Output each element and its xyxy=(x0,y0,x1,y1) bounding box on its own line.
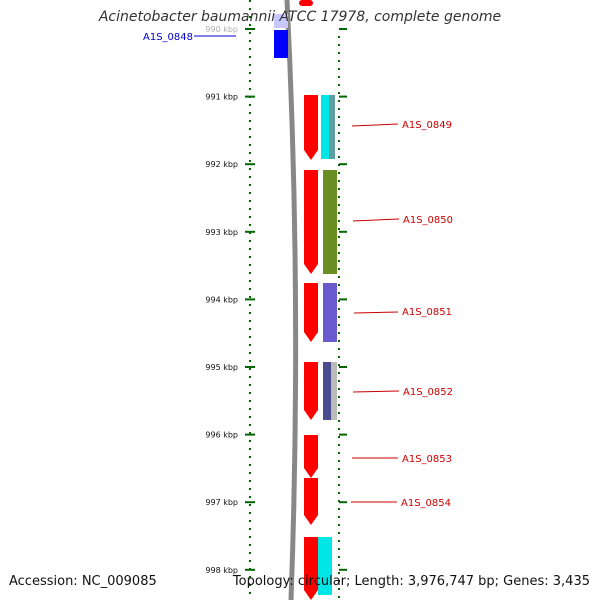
scale-tick-label: 992 kbp xyxy=(205,160,238,169)
scale-tick-label: 996 kbp xyxy=(205,431,238,440)
gene-label: A1S_0852 xyxy=(403,387,453,398)
cds-arrow-0848 xyxy=(274,30,288,58)
scale-tick-label: 990 kbp xyxy=(205,25,238,34)
cog-bar-0849b xyxy=(329,95,335,159)
cds-arrow-0851 xyxy=(304,283,318,342)
gene-label: A1S_0854 xyxy=(401,498,451,509)
genome-backbone xyxy=(284,0,299,601)
scale-tick-label: 998 kbp xyxy=(205,566,238,575)
cog-bar-0851 xyxy=(323,283,337,342)
cds-arrow-0850 xyxy=(304,170,318,274)
cds-arrow-0852 xyxy=(304,362,318,420)
scale-tick-label: 997 kbp xyxy=(205,498,238,507)
cog-bar-0852b xyxy=(331,362,337,420)
cog-bar-0852a xyxy=(323,362,331,420)
map-title: Acinetobacter baumannii ATCC 17978, comp… xyxy=(98,9,502,25)
scale-tick-label: 994 kbp xyxy=(205,295,238,304)
scale-tick-label: 993 kbp xyxy=(205,228,238,237)
cog-bar-0850 xyxy=(323,170,337,274)
accession-text: Accession: NC_009085 xyxy=(9,574,157,589)
gene-leader-line xyxy=(353,311,399,314)
gene-label: A1S_0848 xyxy=(143,32,193,43)
cds-arrow-0849 xyxy=(304,95,318,160)
cog-bar-0849a xyxy=(321,95,329,159)
cds-arrow-0854 xyxy=(304,478,318,525)
topology-summary: Topology: circular; Length: 3,976,747 bp… xyxy=(232,574,590,589)
gene-leader-line xyxy=(352,218,400,222)
cds-arrow-partial xyxy=(299,0,313,6)
cds-arrow-0855 xyxy=(304,537,318,600)
gene-leader-line xyxy=(352,390,400,393)
cog-bar-0855 xyxy=(318,537,332,595)
scale-tick-label: 995 kbp xyxy=(205,363,238,372)
gene-label: A1S_0850 xyxy=(403,215,453,226)
scale-tick-label: 991 kbp xyxy=(205,93,238,102)
cds-arrow-0853 xyxy=(304,435,318,478)
gene-leader-line xyxy=(351,123,399,127)
cds-arrow-0848-head xyxy=(274,14,288,28)
gene-label: A1S_0849 xyxy=(402,120,452,131)
gene-label: A1S_0853 xyxy=(402,454,452,465)
gene-label: A1S_0851 xyxy=(402,307,452,318)
